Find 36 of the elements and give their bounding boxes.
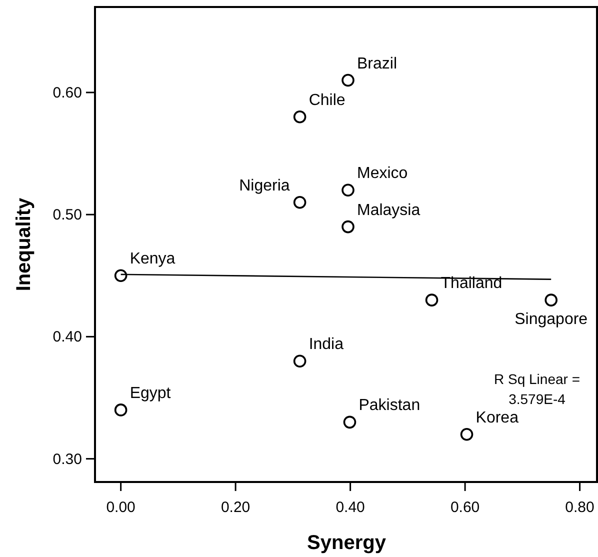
x-tick-label: 0.00 (106, 499, 136, 516)
point (293, 354, 306, 368)
x-tick-label: 0.60 (450, 499, 480, 516)
y-tick-label: 0.60 (52, 84, 82, 102)
y-axis-title: Inequality (13, 196, 35, 292)
annotation: Mexico (357, 165, 408, 182)
annotation: India (308, 336, 344, 354)
point (342, 74, 354, 87)
y-tick-label: 0.40 (52, 328, 82, 346)
x-tick-label: 0.40 (336, 499, 365, 516)
annotation: Brazil (357, 55, 398, 72)
x-axis-title: Synergy (307, 532, 387, 554)
point (342, 220, 354, 234)
point (343, 416, 356, 429)
annotation: Korea (476, 409, 519, 426)
annotation: Malaysia (357, 202, 420, 219)
annotation: Thailand (440, 275, 502, 292)
point (460, 428, 474, 441)
annotation: Nigeria (239, 177, 290, 194)
x-tick-label: 0.80 (565, 499, 594, 516)
y-tick-label: 0.30 (52, 450, 82, 468)
annotation: R Sq Linear = 3.579E-4 (494, 371, 580, 407)
point (342, 184, 354, 197)
annotation: Kenya (130, 250, 176, 268)
annotation: Singapore (514, 311, 588, 328)
point (544, 294, 558, 306)
annotation: Egypt (130, 384, 172, 402)
point (293, 196, 306, 209)
annotation: Chile (308, 92, 346, 109)
point (425, 294, 438, 306)
x-tick-label: 0.20 (220, 499, 250, 516)
point (114, 269, 128, 282)
y-tick-label: 0.50 (52, 206, 82, 224)
annotation: Pakistan (358, 397, 420, 414)
point (114, 404, 128, 416)
point (293, 110, 306, 124)
